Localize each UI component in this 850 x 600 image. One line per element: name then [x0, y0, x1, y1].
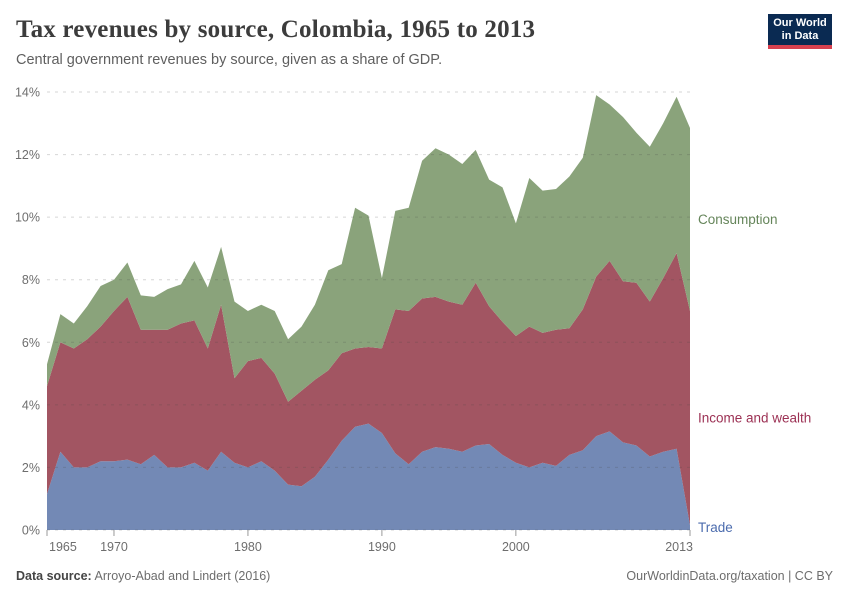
y-axis-label-2%: 2%	[22, 461, 40, 475]
area-income-and-wealth	[47, 253, 690, 526]
y-axis-label-0%: 0%	[22, 524, 40, 538]
owid-logo[interactable]: Our World in Data	[768, 14, 832, 49]
y-axis-label-8%: 8%	[22, 273, 40, 287]
data-source-value: Arroyo-Abad and Lindert (2016)	[94, 569, 271, 583]
series-label-income-and-wealth: Income and wealth	[698, 411, 811, 426]
data-source: Data source: Arroyo-Abad and Lindert (20…	[16, 569, 270, 583]
x-axis-label-1980: 1980	[234, 540, 262, 554]
y-axis-label-6%: 6%	[22, 336, 40, 350]
logo-line1: Our World	[773, 16, 827, 29]
series-label-consumption: Consumption	[698, 212, 778, 227]
x-axis-label-2000: 2000	[502, 540, 530, 554]
page-subtitle: Central government revenues by source, g…	[16, 52, 443, 68]
logo-line2: in Data	[781, 29, 819, 42]
page-title: Tax revenues by source, Colombia, 1965 t…	[16, 16, 536, 43]
series-label-trade: Trade	[698, 520, 733, 535]
credit-link[interactable]: OurWorldinData.org/taxation | CC BY	[626, 569, 833, 583]
x-axis-label-1965: 1965	[49, 540, 77, 554]
y-axis-label-12%: 12%	[15, 148, 40, 162]
area-consumption	[47, 95, 690, 402]
area-trade	[47, 423, 690, 530]
x-axis-label-1990: 1990	[368, 540, 396, 554]
data-source-label: Data source:	[16, 569, 92, 583]
y-axis-label-4%: 4%	[22, 398, 40, 412]
x-axis-label-1970: 1970	[100, 540, 128, 554]
x-axis-label-2013: 2013	[665, 540, 693, 554]
y-axis-label-10%: 10%	[15, 211, 40, 225]
y-axis-label-14%: 14%	[15, 86, 40, 100]
